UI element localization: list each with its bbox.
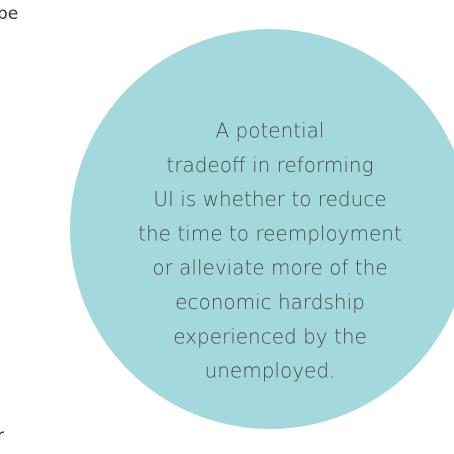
callout-text: A potential tradeoff in reforming UI is wh…	[138, 119, 402, 383]
callout-line: unemployed.	[205, 359, 336, 383]
callout-line: UI is whether to reduce	[153, 187, 386, 211]
callout-line: the time to reemployment	[138, 221, 402, 245]
callout-line: economic hardship	[175, 290, 365, 314]
callout-line: experienced by the	[173, 324, 367, 348]
callout-line: tradeoff in reforming	[166, 153, 373, 177]
text-fragment: r	[0, 426, 4, 446]
text-fragment: pe	[0, 4, 18, 24]
callout-line: A potential	[215, 119, 324, 143]
callout-line: or alleviate more of the	[152, 256, 387, 280]
callout-circle	[70, 29, 454, 429]
